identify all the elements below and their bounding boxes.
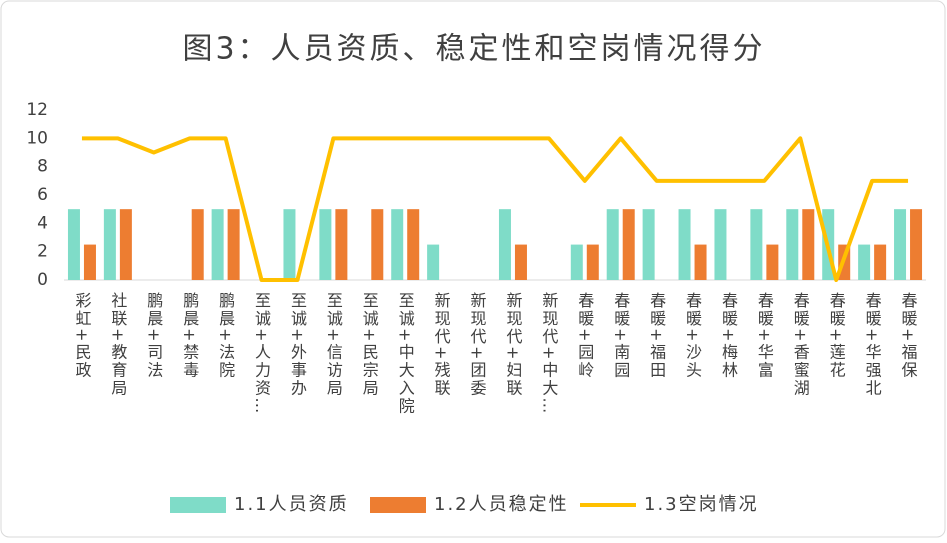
x-tick-label: 鹏晨+禁毒 — [180, 292, 199, 379]
legend-label: 1.1人员资质 — [234, 494, 349, 515]
bar — [283, 209, 296, 280]
x-tick-label: 春暖+园岭 — [575, 292, 594, 379]
x-tick-label: 春暖+福保 — [899, 292, 918, 379]
bar — [335, 209, 348, 280]
bar — [227, 209, 240, 280]
x-tick-label: 新现代+团委 — [468, 292, 487, 397]
y-tick-label: 10 — [26, 128, 48, 148]
bar — [191, 209, 204, 280]
bar — [894, 209, 907, 280]
bar — [514, 244, 527, 280]
bar — [858, 244, 871, 280]
bar — [642, 209, 655, 280]
x-tick-label: 春暖+华富 — [755, 292, 774, 379]
bar — [766, 244, 779, 280]
x-tick-label: 春暖+南园 — [611, 292, 630, 379]
legend-swatch — [370, 497, 426, 513]
x-tick-label: 春暖+莲花 — [827, 292, 846, 379]
x-tick-label: 春暖+梅林 — [719, 292, 738, 379]
bar — [211, 209, 224, 280]
x-tick-label: 至诚+中大入院 — [396, 292, 415, 415]
bar — [103, 209, 116, 280]
bar — [83, 244, 96, 280]
bar — [694, 244, 707, 280]
bar — [622, 209, 635, 280]
x-tick-label: 至诚+外事办 — [288, 292, 307, 397]
bar — [802, 209, 815, 280]
x-tick-label: 春暖+华强北 — [863, 292, 882, 397]
bar — [714, 209, 727, 280]
bar — [874, 244, 887, 280]
y-tick-label: 2 — [37, 242, 48, 262]
bar — [391, 209, 404, 280]
legend-label: 1.3空岗情况 — [644, 494, 759, 515]
bar — [119, 209, 132, 280]
x-tick-label: 新现代+残联 — [432, 292, 451, 397]
bar — [427, 244, 440, 280]
chart-title: 图3：人员资质、稳定性和空岗情况得分 — [182, 32, 765, 67]
x-tick-label: 至诚+人力资… — [252, 292, 271, 415]
x-tick-label: 新现代+妇联 — [503, 292, 522, 397]
bar — [570, 244, 583, 280]
bar — [910, 209, 923, 280]
x-tick-label: 至诚+民宗局 — [360, 292, 379, 397]
x-tick-label: 新现代+中大… — [539, 292, 558, 415]
x-tick-label: 鹏晨+司法 — [144, 292, 163, 379]
bar — [67, 209, 80, 280]
bar — [586, 244, 599, 280]
x-tick-label: 春暖+福田 — [647, 292, 666, 379]
bar — [407, 209, 420, 280]
bar — [498, 209, 511, 280]
bar — [606, 209, 619, 280]
x-tick-label: 彩虹+民政 — [72, 292, 91, 379]
y-tick-label: 6 — [37, 185, 48, 205]
x-tick-label: 鹏晨+法院 — [216, 292, 235, 379]
y-tick-label: 4 — [37, 213, 48, 233]
y-tick-label: 0 — [37, 270, 48, 290]
line — [81, 136, 909, 282]
x-tick-label: 社联+教育局 — [108, 292, 127, 397]
x-tick-label: 春暖+香蜜湖 — [791, 292, 810, 397]
x-tick-label: 春暖+沙头 — [683, 292, 702, 379]
bar — [678, 209, 691, 280]
y-tick-label: 8 — [37, 157, 48, 177]
bar — [371, 209, 384, 280]
y-tick-label: 12 — [26, 100, 48, 120]
x-tick-label: 至诚+信访局 — [324, 292, 343, 397]
legend-label: 1.2人员稳定性 — [434, 494, 569, 515]
legend-swatch — [170, 497, 226, 513]
bar — [750, 209, 763, 280]
bar — [786, 209, 799, 280]
bar — [319, 209, 332, 280]
